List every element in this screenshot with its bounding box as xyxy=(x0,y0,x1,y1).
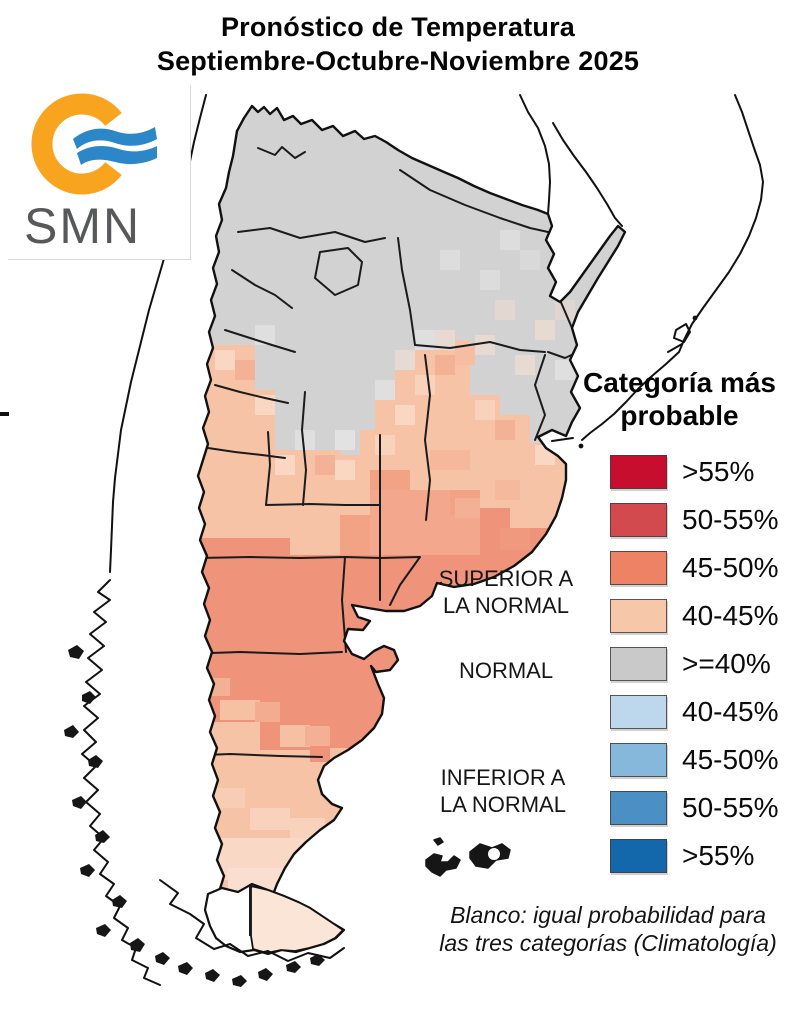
legend-row: >=40% xyxy=(563,640,796,688)
left-tick xyxy=(0,412,9,416)
legend-label: 40-45% xyxy=(682,600,779,631)
category-label-inferior: INFERIOR A LA NORMAL xyxy=(433,764,573,818)
malvinas-islands xyxy=(425,837,511,877)
footnote-line1: Blanco: igual probabilidad para xyxy=(450,902,766,928)
legend-label: >55% xyxy=(682,840,755,871)
legend-row: >55% xyxy=(563,448,796,496)
legend-title: Categoría más probable xyxy=(563,366,796,432)
smn-logo: SMN xyxy=(8,85,191,260)
legend-row: 50-55% xyxy=(563,496,796,544)
legend-label: 50-55% xyxy=(682,792,779,823)
sun-ring-icon xyxy=(31,93,122,195)
legend-title-line2: probable xyxy=(620,400,739,431)
title-line1: Pronóstico de Temperatura xyxy=(220,12,576,42)
legend-row: 40-45% xyxy=(563,592,796,640)
category-label-superior: SUPERIOR A LA NORMAL xyxy=(436,565,576,619)
legend-swatch xyxy=(610,455,667,489)
page-title: Pronóstico de Temperatura Septiembre-Oct… xyxy=(0,10,796,78)
fjord-islands xyxy=(64,645,325,987)
legend-label: 45-50% xyxy=(682,552,779,583)
legend-label: 40-45% xyxy=(682,696,779,727)
legend-label: 45-50% xyxy=(682,744,779,775)
water-waves-icon xyxy=(73,127,157,165)
legend-swatch xyxy=(610,503,667,537)
tierra-del-fuego xyxy=(203,882,346,956)
legend-label: >=40% xyxy=(682,648,771,679)
legend-swatch xyxy=(610,599,667,633)
footnote: Blanco: igual probabilidad para las tres… xyxy=(420,901,796,957)
legend-swatch xyxy=(610,743,667,777)
legend-swatch xyxy=(610,647,667,681)
superior-line2: LA NORMAL xyxy=(443,593,569,618)
category-label-normal: NORMAL xyxy=(436,657,576,684)
legend-row: 50-55% xyxy=(563,784,796,832)
inferior-line1: INFERIOR A xyxy=(440,765,566,790)
gray-raster-cells xyxy=(255,230,575,450)
legend-swatch xyxy=(610,551,667,585)
legend-row: >55% xyxy=(563,832,796,880)
footnote-line2: las tres categorías (Climatología) xyxy=(439,930,777,956)
coast-dot xyxy=(692,315,698,321)
smn-logo-icon xyxy=(31,93,157,195)
legend-row: 45-50% xyxy=(563,736,796,784)
smn-logo-text: SMN xyxy=(24,198,142,254)
plata-dot xyxy=(578,443,584,449)
transition-cells-center xyxy=(340,450,530,555)
normal-line: NORMAL xyxy=(458,658,554,683)
superior-line1: SUPERIOR A xyxy=(438,566,574,591)
province-borders xyxy=(198,146,579,758)
legend: Categoría más probable >55% 50-55% 45-50% 4… xyxy=(563,366,796,880)
legend-row: 40-45% xyxy=(563,688,796,736)
title-line2: Septiembre-Octubre-Noviembre 2025 xyxy=(156,46,640,76)
legend-swatch xyxy=(610,839,667,873)
legend-label: 50-55% xyxy=(682,504,779,535)
inferior-line2: LA NORMAL xyxy=(440,792,566,817)
argentina-outline xyxy=(196,104,627,942)
legend-label: >55% xyxy=(682,456,755,487)
legend-title-line1: Categoría más xyxy=(583,367,776,398)
legend-row: 45-50% xyxy=(563,544,796,592)
legend-swatch xyxy=(610,695,667,729)
legend-items: >55% 50-55% 45-50% 40-45% >=40% 40-45% 45-50% 5… xyxy=(563,448,796,880)
neighbor-coastlines xyxy=(519,94,764,442)
legend-swatch xyxy=(610,791,667,825)
